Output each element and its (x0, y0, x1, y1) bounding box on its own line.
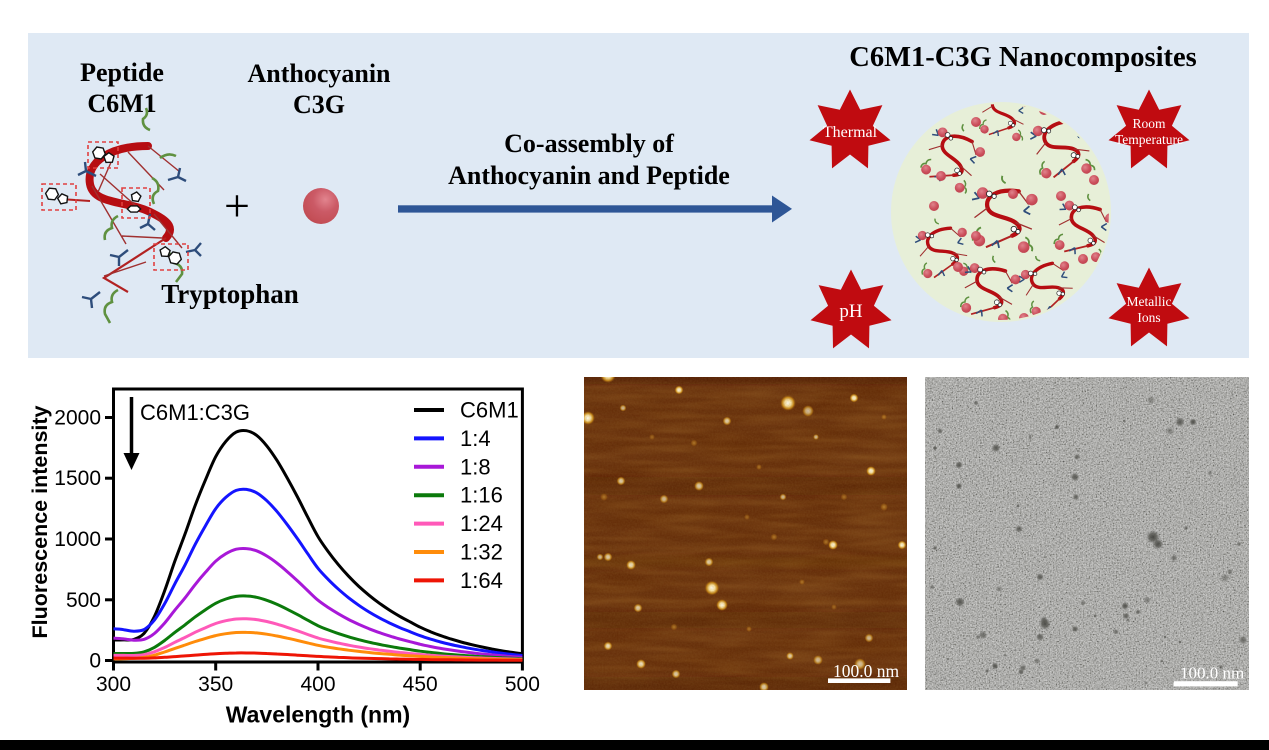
svg-text:1:64: 1:64 (460, 568, 503, 593)
svg-text:100.0 nm: 100.0 nm (833, 661, 900, 681)
svg-text:Ions: Ions (1137, 310, 1160, 325)
svg-text:300: 300 (96, 673, 131, 696)
svg-text:pH: pH (839, 301, 863, 322)
svg-text:450: 450 (403, 673, 438, 696)
svg-text:1:24: 1:24 (460, 511, 503, 536)
svg-text:1000: 1000 (54, 528, 101, 551)
svg-text:1:16: 1:16 (460, 483, 503, 508)
svg-text:500: 500 (505, 673, 540, 696)
svg-text:1500: 1500 (54, 467, 101, 490)
svg-text:100.0 nm: 100.0 nm (1180, 664, 1244, 683)
svg-text:Temperature: Temperature (1115, 132, 1183, 147)
svg-text:2000: 2000 (54, 407, 101, 430)
svg-text:Thermal: Thermal (823, 124, 878, 141)
svg-text:Fluorescence intensity: Fluorescence intensity (28, 405, 52, 638)
svg-text:500: 500 (66, 589, 101, 612)
svg-text:1:32: 1:32 (460, 540, 503, 565)
svg-text:C6M1:C3G: C6M1:C3G (140, 400, 250, 425)
svg-text:Room: Room (1132, 116, 1166, 131)
svg-text:1:4: 1:4 (460, 426, 491, 451)
svg-text:Wavelength (nm): Wavelength (nm) (226, 702, 410, 728)
svg-text:Metallic: Metallic (1127, 294, 1172, 309)
svg-text:350: 350 (198, 673, 233, 696)
svg-text:400: 400 (300, 673, 335, 696)
svg-text:0: 0 (89, 650, 101, 673)
svg-text:C6M1: C6M1 (460, 398, 519, 423)
svg-text:1:8: 1:8 (460, 454, 491, 479)
